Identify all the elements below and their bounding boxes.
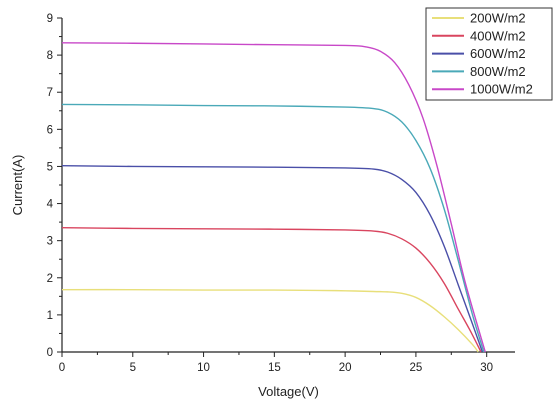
series-line-200wm2 bbox=[61, 288, 479, 353]
x-ticks: 0 5 10 15 20 25 30 bbox=[59, 352, 493, 374]
y-ticks: 0 1 2 3 4 5 6 7 8 9 bbox=[47, 13, 62, 359]
y-tick-label: 2 bbox=[47, 273, 53, 285]
series-line-400wm2 bbox=[61, 226, 482, 353]
y-tick-label: 1 bbox=[47, 310, 53, 322]
y-tick-label: 7 bbox=[47, 87, 53, 99]
y-tick-label: 5 bbox=[47, 161, 53, 173]
y-tick-label: 9 bbox=[47, 13, 53, 25]
series-group bbox=[61, 42, 486, 353]
legend: 200W/m2 400W/m2 600W/m2 800W/m2 1000W/m2 bbox=[425, 7, 553, 101]
legend-label: 400W/m2 bbox=[470, 28, 526, 43]
x-tick-label: 0 bbox=[59, 362, 65, 374]
legend-label: 800W/m2 bbox=[470, 64, 526, 79]
y-tick-label: 0 bbox=[47, 347, 53, 359]
x-tick-label: 15 bbox=[268, 362, 281, 374]
x-axis-title: Voltage(V) bbox=[258, 384, 319, 399]
legend-label: 600W/m2 bbox=[470, 46, 526, 61]
y-tick-label: 4 bbox=[47, 199, 54, 211]
x-tick-label: 5 bbox=[130, 362, 136, 374]
series-line-800wm2 bbox=[61, 103, 485, 353]
series-line-600wm2 bbox=[61, 165, 484, 353]
y-tick-label: 8 bbox=[47, 50, 53, 62]
legend-label: 1000W/m2 bbox=[470, 82, 533, 97]
x-tick-label: 20 bbox=[339, 362, 352, 374]
series-line-1000wm2 bbox=[61, 42, 486, 353]
y-tick-label: 6 bbox=[47, 124, 53, 136]
x-tick-label: 25 bbox=[410, 362, 423, 374]
legend-label: 200W/m2 bbox=[470, 11, 526, 26]
y-axis-title: Current(A) bbox=[10, 155, 25, 216]
y-tick-label: 3 bbox=[47, 236, 53, 248]
x-tick-label: 30 bbox=[480, 362, 493, 374]
x-tick-label: 10 bbox=[197, 362, 210, 374]
